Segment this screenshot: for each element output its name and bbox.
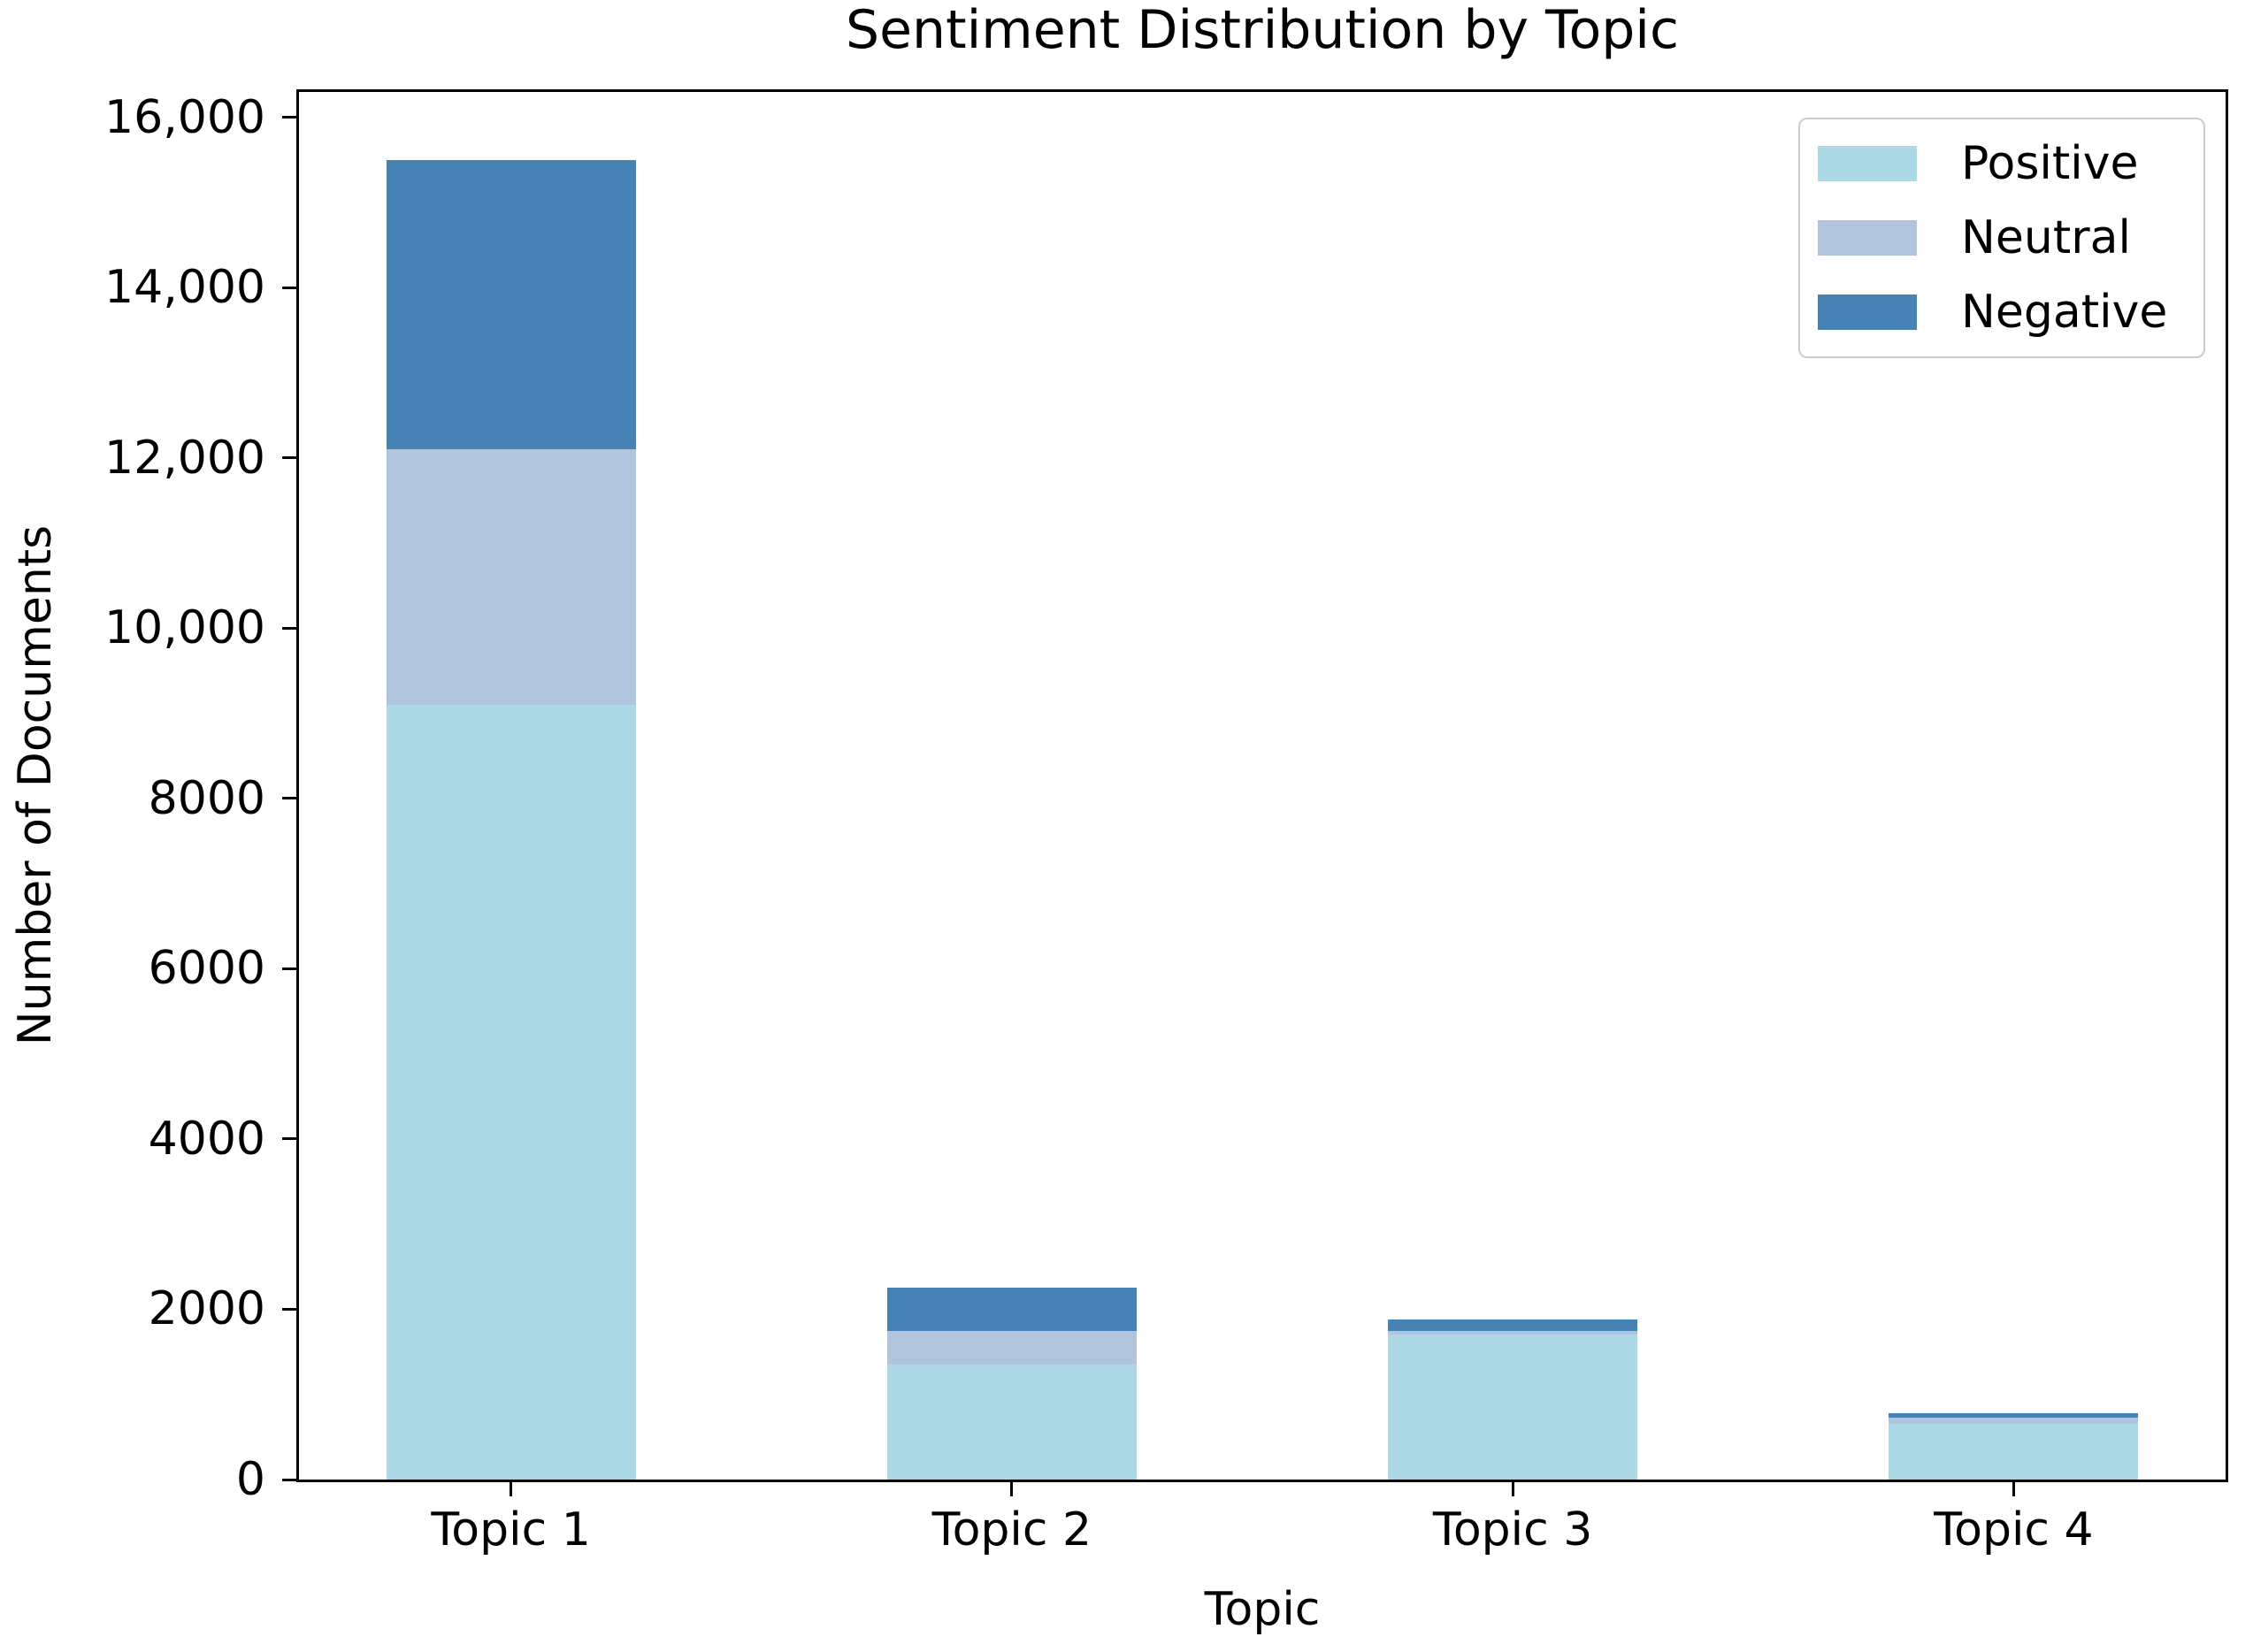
y-tick-mark-6000	[282, 967, 296, 970]
legend-swatch-positive-icon	[1818, 146, 1917, 181]
legend-row-negative: Negative	[1818, 275, 2186, 349]
legend: Positive Neutral Negative	[1798, 118, 2205, 358]
y-tick-mark-8000	[282, 797, 296, 800]
y-tick-label-16000: 16,000	[104, 90, 265, 144]
bar-topic-3-neutral	[1388, 1330, 1638, 1335]
legend-swatch-negative-icon	[1818, 294, 1917, 330]
x-axis-label: Topic	[1204, 1583, 1321, 1636]
bar-topic-1-positive	[386, 705, 636, 1480]
x-tick-mark-2	[1010, 1482, 1014, 1496]
y-tick-mark-16000	[282, 116, 296, 119]
y-tick-mark-10000	[282, 626, 296, 630]
legend-row-neutral: Neutral	[1818, 201, 2186, 275]
legend-swatch-neutral-icon	[1818, 220, 1917, 256]
y-tick-label-0: 0	[235, 1453, 265, 1506]
x-tick-mark-1	[510, 1482, 513, 1496]
bar-topic-2-negative	[886, 1288, 1137, 1331]
plot-area: 0 2000 4000 6000 8000 10,000 12,000 14,000 16,00…	[104, 89, 2228, 1556]
bar-topic-2-neutral	[886, 1330, 1137, 1365]
x-tick-label-2: Topic 2	[931, 1503, 1092, 1556]
legend-row-positive: Positive	[1818, 126, 2186, 201]
y-tick-label-4000: 4000	[148, 1112, 265, 1166]
y-tick-label-12000: 12,000	[104, 431, 265, 485]
bar-topic-4-neutral	[1889, 1417, 2139, 1425]
y-tick-label-10000: 10,000	[104, 601, 265, 655]
bar-topic-1-negative	[386, 160, 636, 450]
x-tick-label-3: Topic 3	[1432, 1503, 1593, 1556]
bar-topic-4-negative	[1889, 1412, 2139, 1418]
y-axis-label: Number of Documents	[9, 524, 62, 1046]
y-tick-label-6000: 6000	[148, 942, 265, 996]
y-tick-label-2000: 2000	[148, 1282, 265, 1336]
y-tick-mark-14000	[282, 286, 296, 289]
bar-topic-3-positive	[1388, 1335, 1638, 1480]
legend-label-neutral: Neutral	[1961, 211, 2131, 264]
y-tick-mark-12000	[282, 456, 296, 460]
y-tick-mark-0	[282, 1478, 296, 1481]
x-tick-mark-3	[1511, 1482, 1514, 1496]
y-tick-mark-4000	[282, 1137, 296, 1141]
bar-topic-3-negative	[1388, 1319, 1638, 1331]
bar-topic-1-neutral	[386, 449, 636, 706]
x-tick-label-1: Topic 1	[431, 1503, 591, 1556]
bar-topic-2-positive	[886, 1365, 1137, 1480]
x-tick-mark-4	[2012, 1482, 2015, 1496]
chart-title: Sentiment Distribution by Topic	[846, 0, 1679, 61]
x-tick-label-4: Topic 4	[1934, 1503, 2094, 1556]
y-tick-label-14000: 14,000	[104, 261, 265, 315]
bar-topic-4-positive	[1889, 1424, 2139, 1480]
y-tick-mark-2000	[282, 1307, 296, 1311]
legend-label-positive: Positive	[1961, 137, 2139, 190]
legend-label-negative: Negative	[1961, 286, 2168, 339]
y-tick-label-8000: 8000	[148, 771, 265, 825]
